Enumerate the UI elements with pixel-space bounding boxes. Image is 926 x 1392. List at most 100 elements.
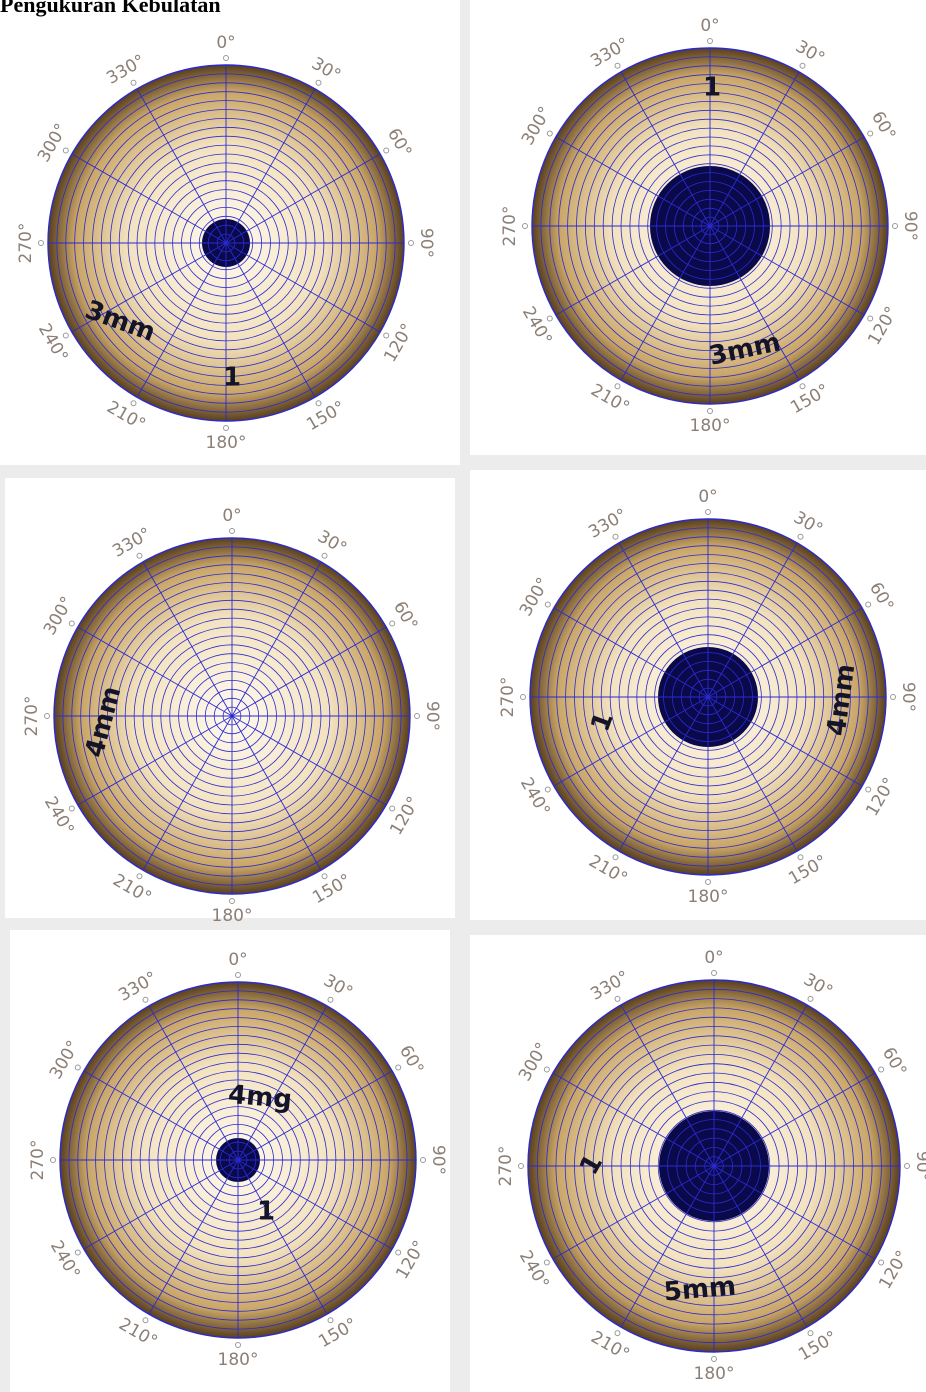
spoke (707, 607, 863, 698)
tick-dot (797, 854, 804, 861)
tick-dot (235, 972, 241, 978)
angle-label: 270° (500, 206, 520, 247)
angle-label: 180° (218, 1350, 259, 1370)
tick-dot (705, 879, 711, 885)
tick-dot (62, 147, 69, 154)
tick-dot (878, 1066, 885, 1073)
tick-dot (321, 552, 328, 559)
spoke (713, 1072, 876, 1167)
spoke (555, 225, 711, 316)
spoke (707, 542, 798, 698)
tick-dot (799, 62, 806, 69)
tick-dot (327, 1317, 334, 1324)
tick-dot (711, 1356, 717, 1362)
spoke (618, 542, 709, 698)
tick-dot (130, 400, 137, 407)
spoke (225, 88, 316, 244)
tick-dot (420, 1157, 426, 1163)
spoke (620, 1165, 715, 1328)
spoke (231, 715, 322, 871)
tick-dot (546, 130, 553, 137)
angle-label: 180° (688, 887, 729, 907)
tick-dot (612, 533, 619, 540)
tick-dot (522, 223, 528, 229)
angle-label: 270° (28, 1140, 48, 1181)
angle-label: 180° (694, 1364, 735, 1384)
tick-dot (315, 400, 322, 407)
spoke (709, 71, 800, 227)
tick-dot (878, 1259, 885, 1266)
angle-label: 270° (498, 677, 518, 718)
handwritten-note: 1 (223, 363, 241, 393)
spoke (231, 561, 322, 717)
polar-plot: 0°30°60°90°120°150°180°210°240°270°300°3… (496, 948, 926, 1384)
tick-dot (707, 38, 713, 44)
spoke (71, 153, 227, 244)
angle-label: 180° (206, 433, 247, 453)
tick-dot (229, 528, 235, 534)
spoke (237, 1159, 328, 1315)
tick-dot (544, 601, 551, 608)
tick-dot (68, 805, 75, 812)
spoke (148, 1159, 239, 1315)
angle-label: 270° (16, 223, 36, 264)
tick-dot (892, 223, 898, 229)
spoke (237, 1005, 328, 1161)
spoke (225, 153, 381, 244)
tick-dot (867, 315, 874, 322)
spoke (552, 1165, 715, 1260)
tick-dot (395, 1064, 402, 1071)
tick-dot (229, 898, 235, 904)
angle-label: 270° (22, 696, 42, 737)
angle-label: 0° (222, 506, 241, 526)
spoke (707, 696, 863, 787)
polar-plot: 0°30°60°90°120°150°180°210°240°270°300°3… (22, 506, 442, 926)
tick-dot (136, 873, 143, 880)
tick-dot (235, 1342, 241, 1348)
spoke (83, 1070, 239, 1161)
spoke (713, 1165, 876, 1260)
spoke (553, 696, 709, 787)
tick-dot (321, 873, 328, 880)
angle-label: 180° (690, 416, 731, 436)
spoke (71, 242, 227, 333)
polar-plot: 0°30°60°90°120°150°180°210°240°270°300°3… (28, 950, 448, 1370)
plots: 0°30°60°90°120°150°180°210°240°270°300°3… (16, 16, 926, 1384)
spoke (225, 242, 316, 398)
angle-label: 0° (216, 33, 235, 53)
spoke (620, 1004, 715, 1167)
angle-label: 90° (422, 701, 442, 731)
angle-label: 90° (898, 682, 918, 712)
spoke (713, 1165, 808, 1328)
spoke (709, 225, 800, 381)
handwritten-note: 1 (257, 1197, 275, 1227)
spoke (83, 1159, 239, 1250)
tick-dot (327, 996, 334, 1003)
spoke (237, 1159, 393, 1250)
spoke (136, 88, 227, 244)
spoke (77, 715, 233, 806)
tick-dot (383, 332, 390, 339)
tick-dot (705, 509, 711, 515)
spoke (555, 136, 711, 227)
angle-label: 0° (228, 950, 247, 970)
spoke (709, 225, 865, 316)
spoke (618, 696, 709, 852)
spoke (620, 71, 711, 227)
tick-dot (543, 1259, 550, 1266)
tick-dot (797, 533, 804, 540)
tick-dot (389, 620, 396, 627)
tick-dot (707, 408, 713, 414)
angle-label: 90° (900, 211, 920, 241)
tick-dot (383, 147, 390, 154)
tick-dot (414, 713, 420, 719)
tick-dot (543, 1066, 550, 1073)
tick-dot (890, 694, 896, 700)
tick-dot (807, 995, 814, 1002)
tick-dot (68, 620, 75, 627)
spoke (620, 225, 711, 381)
tick-dot (62, 332, 69, 339)
tick-dot (142, 996, 149, 1003)
tick-dot (614, 383, 621, 390)
